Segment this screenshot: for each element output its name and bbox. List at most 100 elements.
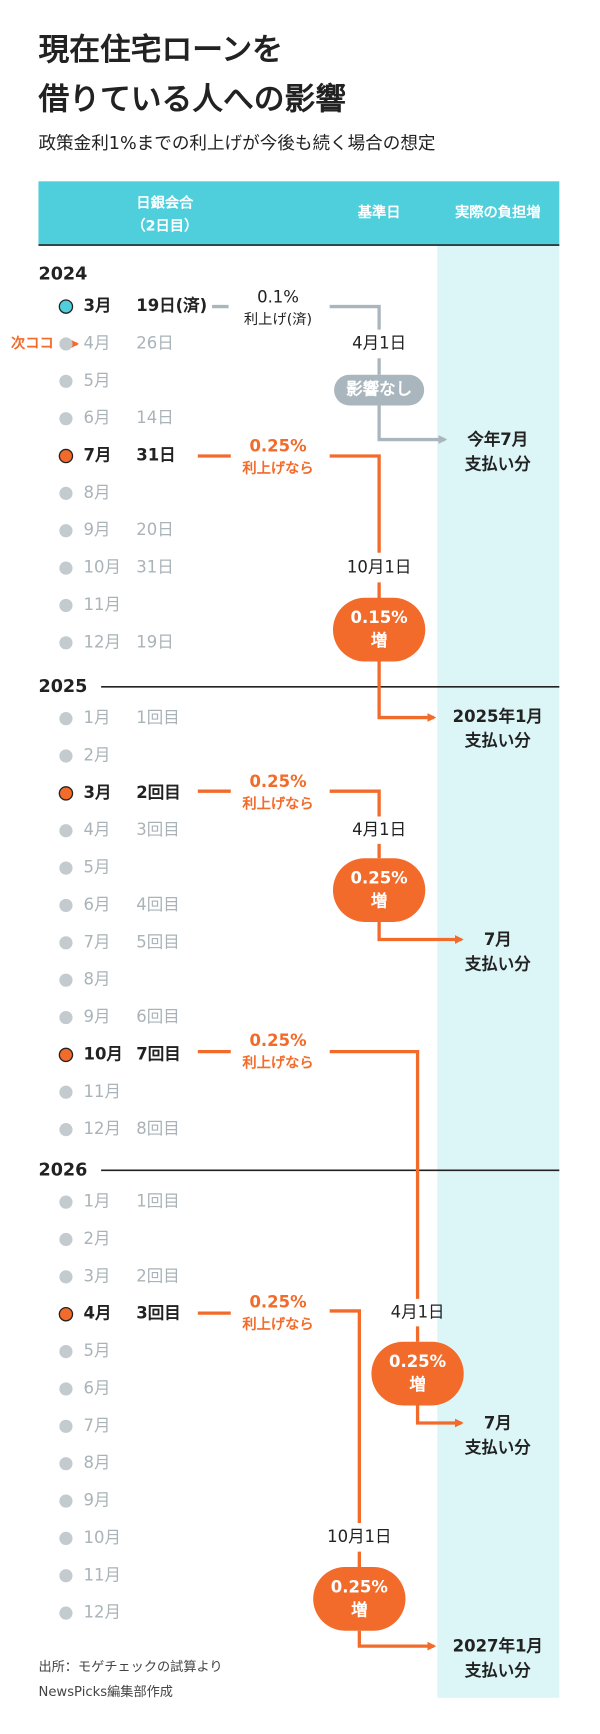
meeting-dot (58, 786, 74, 801)
meeting-dot (59, 749, 73, 763)
flow-arrow (197, 454, 434, 718)
effect-bubble (313, 1566, 406, 1631)
meeting-dot (59, 524, 73, 538)
meeting-dot (59, 598, 73, 613)
base-date: 10月1日 (327, 1527, 391, 1546)
payment: 支払い分 (464, 954, 531, 973)
payment: 支払い分 (464, 454, 531, 473)
meeting-month: 1月 (84, 708, 111, 727)
meeting-month: 10月 (84, 1044, 123, 1063)
year-label: 2025 (38, 677, 87, 697)
hike-note: 利上げなら (242, 1315, 313, 1333)
hike-rate: 0.25% (249, 1293, 306, 1312)
meeting-detail: 3回目 (136, 820, 179, 839)
meeting-month: 1月 (84, 1192, 111, 1211)
effect-bubble (332, 597, 426, 662)
meeting-dot (59, 1569, 73, 1583)
effect: 増 (351, 1600, 367, 1619)
effect: 影響なし (346, 380, 412, 399)
hike-note: 利上げなら (242, 794, 313, 812)
base-date: 4月1日 (352, 333, 406, 352)
effect: 増 (371, 631, 387, 650)
hike-note: 利上げなら (242, 1054, 313, 1072)
meeting-detail: 31日 (136, 558, 173, 577)
effect: 増 (409, 1375, 425, 1394)
meeting-dot (59, 1123, 73, 1137)
base-date: 4月1日 (352, 820, 406, 839)
column-label: 日銀会合 (136, 193, 194, 211)
meeting-month: 12月 (84, 1603, 121, 1622)
payment: 7月 (484, 930, 512, 949)
meeting-dot (59, 412, 73, 426)
meeting-dot (59, 1195, 73, 1209)
meeting-detail: 3回目 (136, 1304, 180, 1323)
meeting-month: 2月 (84, 746, 111, 765)
meeting-month: 8月 (84, 970, 111, 989)
hike-rate: 0.25% (249, 437, 306, 456)
hike-rate: 0.25% (249, 772, 306, 791)
meeting-dot (59, 1010, 73, 1025)
title: 現在住宅ローンを (38, 32, 282, 68)
meeting-detail: 19日 (136, 632, 173, 651)
meeting-dot (59, 898, 73, 913)
effect: 0.25% (389, 1352, 446, 1371)
meeting-month: 11月 (84, 595, 121, 614)
meeting-dot (59, 337, 73, 351)
meeting-month: 7月 (84, 932, 111, 951)
flow-arrow (212, 304, 445, 440)
meeting-detail: 6回目 (136, 1007, 179, 1026)
meeting-dot (58, 299, 74, 314)
meeting-month: 4月 (84, 1304, 112, 1323)
meeting-dot (59, 936, 73, 950)
meeting-detail: 20日 (136, 520, 173, 539)
effect-bubble (332, 858, 426, 922)
meeting-month: 3月 (84, 1266, 111, 1285)
meeting-month: 9月 (84, 1007, 111, 1026)
header-band (38, 181, 560, 246)
meeting-month: 9月 (84, 1491, 111, 1510)
payment: 2025年1月 (453, 707, 543, 726)
column-label: 実際の負担増 (455, 203, 541, 221)
meeting-month: 6月 (84, 895, 111, 914)
meeting-dot (59, 1382, 73, 1396)
meeting-detail: 4回目 (136, 895, 179, 914)
hike-rate: 0.1% (257, 287, 299, 306)
effect-bubble (371, 1341, 464, 1406)
meeting-month: 11月 (84, 1565, 121, 1584)
meeting-month: 7月 (84, 1416, 111, 1435)
meeting-dot (59, 824, 73, 838)
base-date: 10月1日 (347, 558, 411, 577)
hike-note: 利上げなら (242, 459, 313, 477)
column-label: 基準日 (357, 203, 401, 221)
flow-arrow (197, 1049, 462, 1423)
meeting-month: 3月 (84, 296, 112, 315)
meeting-dot (59, 1457, 73, 1471)
meeting-month: 2月 (84, 1229, 111, 1248)
footer: NewsPicks編集部作成 (38, 1684, 173, 1700)
meeting-dot (58, 1306, 74, 1322)
meeting-dot (59, 1345, 73, 1359)
meeting-month: 10月 (84, 558, 121, 577)
effect: 0.25% (351, 869, 408, 888)
burden-column (437, 245, 560, 1698)
meeting-month: 5月 (84, 371, 111, 390)
meeting-dot (59, 561, 73, 575)
meeting-month: 6月 (84, 1378, 111, 1397)
meeting-detail: 14日 (136, 408, 173, 427)
payment: 支払い分 (464, 1661, 531, 1680)
meeting-dot (59, 1270, 73, 1284)
meeting-dot (59, 1531, 73, 1545)
effect-bubble (334, 374, 425, 406)
flow-arrow (197, 1309, 434, 1646)
title: 借りている人への影響 (37, 82, 346, 118)
meeting-detail: 26日 (136, 333, 173, 352)
meeting-detail: 2回目 (136, 783, 180, 802)
payment: 支払い分 (464, 1438, 531, 1457)
payment: 今年7月 (466, 430, 528, 449)
subtitle: 政策金利1%までの利上げが今後も続く場合の想定 (38, 134, 435, 154)
meeting-detail: 5回目 (136, 932, 179, 951)
meeting-detail: 2回目 (136, 1266, 179, 1285)
meeting-dot (59, 636, 73, 650)
payment: 2027年1月 (453, 1637, 543, 1656)
